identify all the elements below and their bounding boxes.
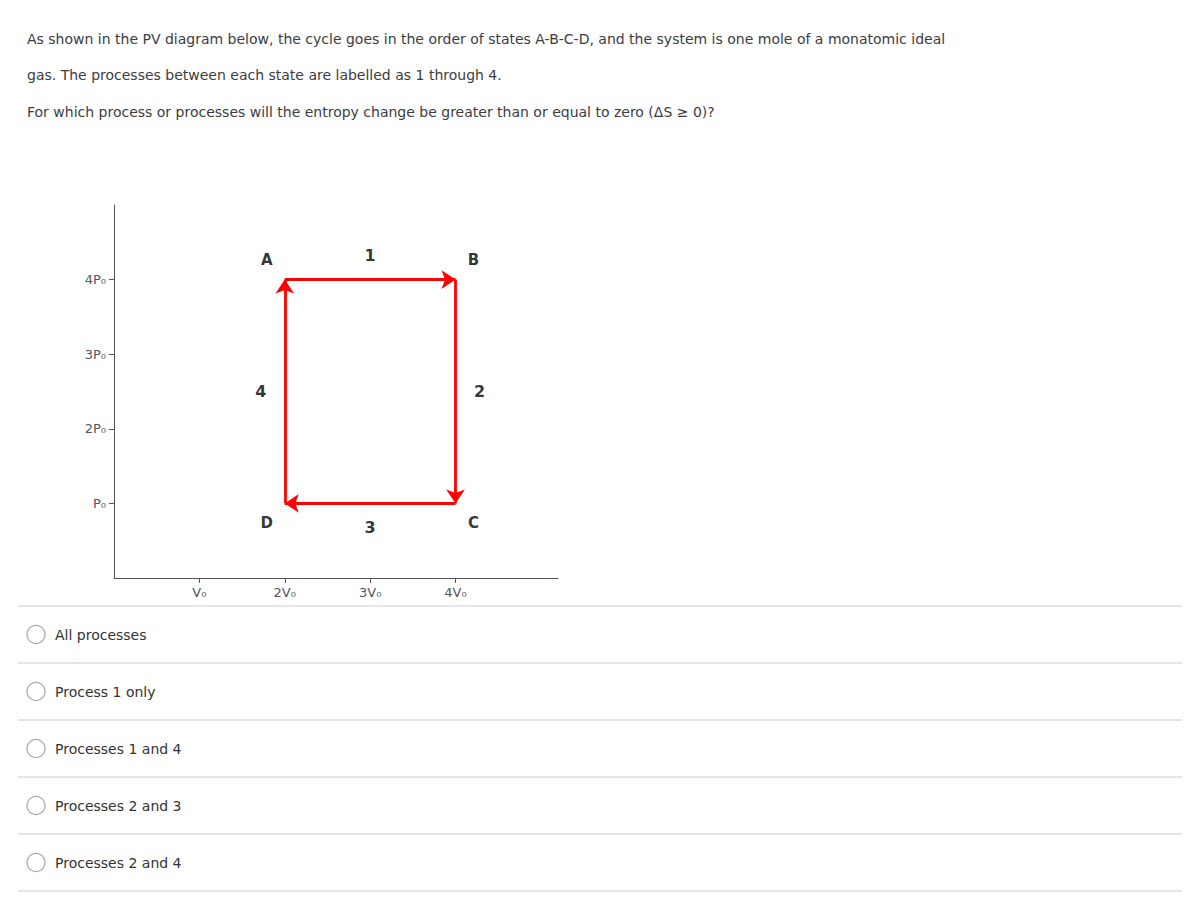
svg-text:V₀: V₀ <box>192 585 206 600</box>
svg-text:Process 1 only: Process 1 only <box>55 684 156 700</box>
svg-text:2P₀: 2P₀ <box>85 421 106 436</box>
svg-text:C: C <box>468 514 479 532</box>
svg-text:D: D <box>261 514 273 532</box>
svg-text:Processes 2 and 3: Processes 2 and 3 <box>55 798 182 814</box>
svg-text:gas. The processes between eac: gas. The processes between each state ar… <box>27 67 502 83</box>
svg-text:Processes 1 and 4: Processes 1 and 4 <box>55 741 182 757</box>
svg-text:4: 4 <box>255 382 266 401</box>
svg-text:2V₀: 2V₀ <box>274 585 296 600</box>
svg-text:P₀: P₀ <box>93 496 106 511</box>
svg-text:3P₀: 3P₀ <box>85 347 106 362</box>
svg-text:2: 2 <box>474 382 485 401</box>
svg-text:A: A <box>261 251 273 269</box>
svg-text:1: 1 <box>365 246 376 265</box>
svg-text:B: B <box>468 251 479 269</box>
svg-text:3: 3 <box>365 518 376 537</box>
svg-text:3V₀: 3V₀ <box>359 585 381 600</box>
svg-text:As shown in the PV diagram bel: As shown in the PV diagram below, the cy… <box>27 31 945 47</box>
svg-text:Processes 2 and 4: Processes 2 and 4 <box>55 855 182 871</box>
svg-text:For which process or processes: For which process or processes will the … <box>27 104 715 120</box>
svg-text:4P₀: 4P₀ <box>85 272 106 287</box>
svg-text:All processes: All processes <box>55 627 147 643</box>
svg-text:4V₀: 4V₀ <box>444 585 466 600</box>
